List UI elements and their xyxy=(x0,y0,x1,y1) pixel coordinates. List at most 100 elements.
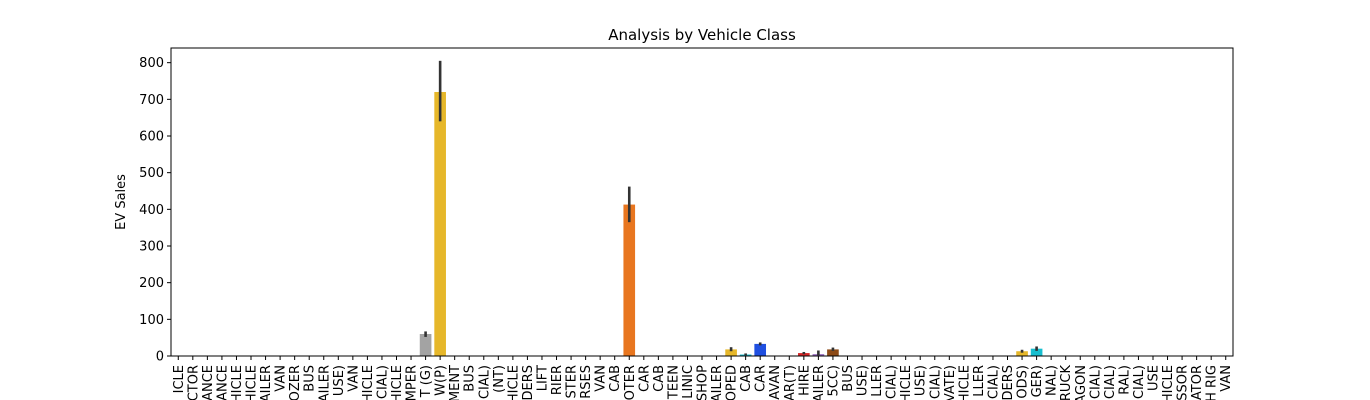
x-tick-label: 5CC) xyxy=(826,365,841,397)
y-tick-label: 0 xyxy=(156,350,164,365)
x-tick-label: AILER xyxy=(710,365,725,400)
x-tick-label: AILER xyxy=(259,365,274,400)
y-tick-label: 300 xyxy=(139,240,164,255)
x-tick-label: HIRE xyxy=(797,365,812,396)
y-tick-label: 800 xyxy=(139,56,164,71)
x-tick-label: (NT) xyxy=(492,365,507,393)
x-tick-label: STER xyxy=(565,365,580,398)
x-tick-label: USE xyxy=(1146,365,1161,391)
x-tick-label: CIAL) xyxy=(1088,365,1103,399)
x-tick-label: MENT xyxy=(448,365,463,400)
x-axis: ICLE CTOR ANCE ANCE HICLE HICLE AILER VAN OZER BU… xyxy=(172,356,1234,400)
x-tick-label: AGON xyxy=(1074,365,1089,400)
bar xyxy=(419,334,432,356)
x-tick-label: HICLE xyxy=(506,365,521,400)
x-tick-label: ANCE xyxy=(201,365,216,400)
x-tick-label: NAL) xyxy=(1045,365,1060,396)
y-tick-label: 600 xyxy=(139,130,164,145)
bar xyxy=(1030,348,1043,356)
x-tick-label: DERS xyxy=(1001,365,1016,400)
x-tick-label: CIAL) xyxy=(375,365,390,399)
x-tick-label: H RIG xyxy=(1205,365,1220,400)
x-tick-label: RSES xyxy=(579,365,594,399)
x-tick-label: T (G) xyxy=(419,365,434,398)
y-tick-label: 500 xyxy=(139,166,164,181)
x-tick-label: CIAL) xyxy=(928,365,943,399)
x-tick-label: AILER xyxy=(317,365,332,400)
x-tick-label: VAN xyxy=(594,365,609,392)
x-tick-label: OZER xyxy=(288,365,303,400)
x-tick-label: CAB xyxy=(608,365,623,392)
x-tick-label: AILER xyxy=(812,365,827,400)
x-tick-label: OTER xyxy=(623,365,638,400)
plot-frame xyxy=(170,47,1234,357)
x-tick-label: CAB xyxy=(739,365,754,392)
x-tick-label: VAN xyxy=(346,365,361,392)
x-tick-label: SHOP xyxy=(696,365,711,400)
x-tick-label: MPER xyxy=(405,365,420,400)
x-tick-label: CIAL) xyxy=(1132,365,1147,399)
x-tick-label: CAR xyxy=(754,365,769,392)
y-tick-label: 200 xyxy=(139,276,164,291)
x-tick-label: HICLE xyxy=(1161,365,1176,400)
bar xyxy=(725,349,737,356)
x-tick-label: HICLE xyxy=(390,365,405,400)
x-tick-label: CTOR xyxy=(186,365,201,400)
y-tick-label: 700 xyxy=(139,93,164,108)
x-tick-label: CIAL) xyxy=(885,365,900,399)
x-tick-label: LINIC xyxy=(681,365,696,399)
x-tick-label: AVAN xyxy=(768,365,783,400)
x-tick-label: W(P) xyxy=(434,365,449,396)
x-tick-label: CAB xyxy=(652,365,667,392)
bar xyxy=(1016,351,1028,356)
bar xyxy=(827,349,839,356)
bar xyxy=(754,343,767,356)
x-tick-label: OPED xyxy=(725,365,740,400)
bars-layer xyxy=(303,92,1043,356)
bar xyxy=(798,353,810,356)
x-tick-label: LIFT xyxy=(535,365,550,391)
x-tick-label: DERS xyxy=(521,365,536,400)
errorbars-layer xyxy=(424,60,1038,356)
x-tick-label: RUCK xyxy=(1059,365,1074,400)
x-tick-label: GER) xyxy=(1030,365,1045,397)
x-tick-label: VAN xyxy=(274,365,289,392)
chart-title: Analysis by Vehicle Class xyxy=(608,26,796,44)
y-tick-label: 100 xyxy=(139,313,164,328)
x-tick-label: AR(T) xyxy=(783,365,798,400)
x-tick-label: VAN xyxy=(1219,365,1234,392)
x-tick-label: RAL) xyxy=(1117,365,1132,395)
x-tick-label: CIAL) xyxy=(986,365,1001,399)
x-tick-label: HICLE xyxy=(245,365,260,400)
x-tick-label: HICLE xyxy=(899,365,914,400)
x-tick-label: HICLE xyxy=(957,365,972,400)
y-axis-label: EV Sales xyxy=(114,174,129,230)
y-axis: 0 100 200 300 400 500 600 700 800 xyxy=(139,56,171,365)
x-tick-label: RIER xyxy=(550,365,565,395)
x-tick-label: HICLE xyxy=(361,365,376,400)
x-tick-label: ODS) xyxy=(1016,365,1031,399)
x-tick-label: USE) xyxy=(856,365,871,396)
x-tick-label: HICLE xyxy=(230,365,245,400)
x-tick-label: ICLE xyxy=(172,365,187,393)
x-tick-label: LLER xyxy=(972,365,987,397)
x-tick-label: CIAL) xyxy=(477,365,492,399)
x-tick-label: ATOR xyxy=(1190,365,1205,400)
x-tick-label: USE) xyxy=(914,365,929,396)
x-tick-label: VATE) xyxy=(943,365,958,400)
x-tick-label: USE) xyxy=(332,365,347,396)
bar xyxy=(623,204,636,356)
x-tick-label: ANCE xyxy=(215,365,230,400)
x-tick-label: CIAL) xyxy=(1103,365,1118,399)
x-tick-label: CAR xyxy=(637,365,652,392)
x-tick-label: BUS xyxy=(303,365,318,392)
x-tick-label: BUS xyxy=(841,365,856,392)
y-tick-label: 400 xyxy=(139,203,164,218)
x-tick-label: LLER xyxy=(870,365,885,397)
x-tick-label: SSOR xyxy=(1176,365,1191,400)
x-tick-label: BUS xyxy=(463,365,478,392)
x-tick-label: TEEN xyxy=(666,365,681,400)
bar xyxy=(434,92,446,356)
